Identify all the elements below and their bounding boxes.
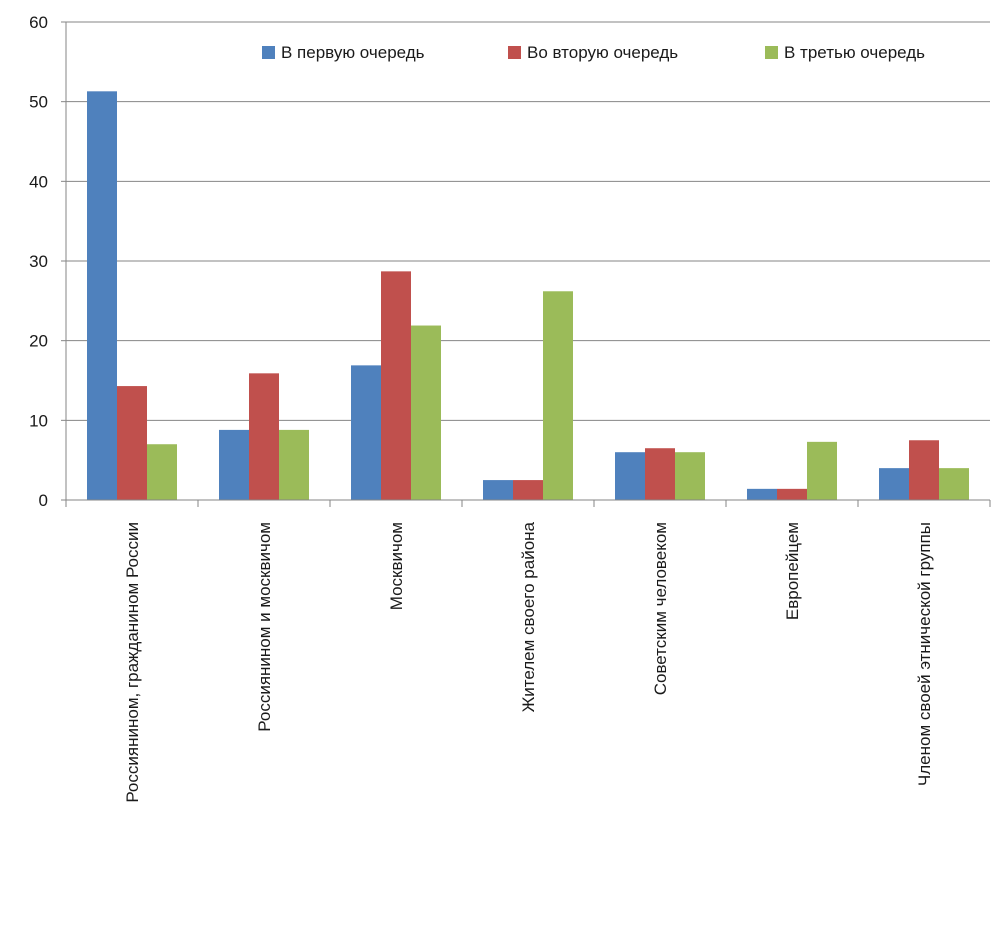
y-tick-label: 40 bbox=[29, 172, 48, 191]
bar bbox=[543, 291, 573, 500]
y-tick-label: 50 bbox=[29, 93, 48, 112]
y-tick-label: 20 bbox=[29, 332, 48, 351]
bar bbox=[87, 91, 117, 500]
legend: В первую очередь Во вторую очередь В треть… bbox=[262, 43, 925, 62]
x-tick-label: Европейцем bbox=[783, 522, 802, 620]
x-tick-label: Членом своей этнической группы bbox=[915, 522, 934, 786]
bar bbox=[675, 452, 705, 500]
bar bbox=[879, 468, 909, 500]
bar bbox=[747, 488, 777, 500]
legend-label: В третью очередь bbox=[784, 43, 925, 62]
bar bbox=[351, 365, 381, 500]
bar bbox=[483, 480, 513, 500]
bar bbox=[909, 440, 939, 500]
x-tick-label: Россиянином и москвичом bbox=[255, 522, 274, 732]
y-tick-label: 10 bbox=[29, 411, 48, 430]
x-tick-labels: Россиянином, гражданином России Россиянин… bbox=[123, 521, 934, 802]
legend-label: Во вторую очередь bbox=[527, 43, 678, 62]
bar bbox=[777, 488, 807, 500]
bar bbox=[513, 480, 543, 500]
bar bbox=[939, 468, 969, 500]
legend-swatch bbox=[508, 46, 521, 59]
y-tick-label: 30 bbox=[29, 252, 48, 271]
x-tick-label: Советским человеком bbox=[651, 522, 670, 695]
bar bbox=[219, 429, 249, 500]
y-tick-label: 60 bbox=[29, 13, 48, 32]
bar bbox=[117, 386, 147, 500]
bar bbox=[147, 444, 177, 500]
bar bbox=[279, 429, 309, 500]
bars bbox=[87, 91, 969, 500]
legend-label: В первую очередь bbox=[281, 43, 425, 62]
bar bbox=[249, 373, 279, 500]
legend-swatch bbox=[262, 46, 275, 59]
bar bbox=[411, 325, 441, 500]
y-tick-label: 0 bbox=[39, 491, 48, 510]
gridlines bbox=[66, 21, 990, 421]
y-tick-labels: 0 10 20 30 40 50 60 bbox=[29, 13, 48, 510]
bar bbox=[807, 441, 837, 500]
axes bbox=[61, 21, 991, 507]
legend-swatch bbox=[765, 46, 778, 59]
x-tick-label: Россиянином, гражданином России bbox=[123, 522, 142, 803]
x-tick-label: Москвичом bbox=[387, 522, 406, 610]
bar bbox=[615, 452, 645, 500]
x-tick-label: Жителем своего района bbox=[519, 521, 538, 712]
bar bbox=[645, 448, 675, 500]
bar bbox=[381, 271, 411, 500]
